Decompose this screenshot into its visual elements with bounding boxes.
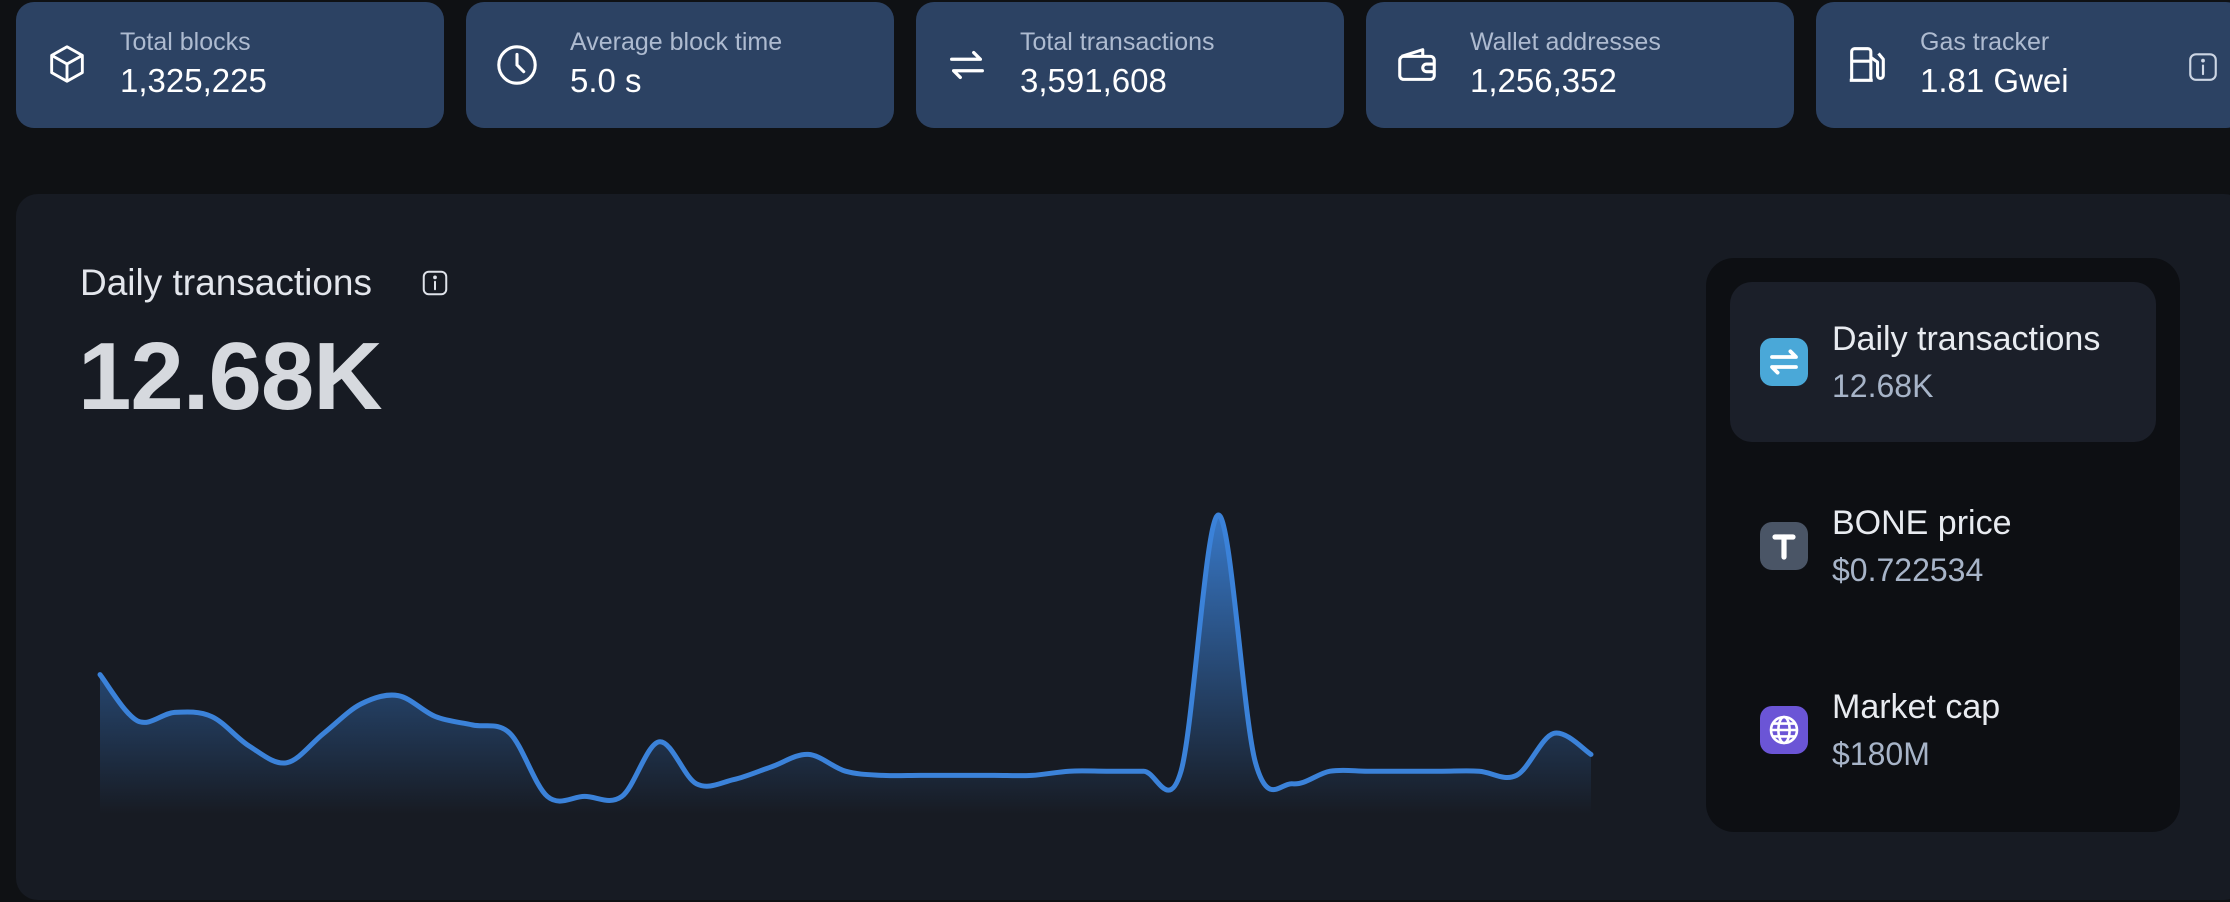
swap-arrows-icon — [950, 50, 984, 80]
metric-label: BONE price — [1832, 504, 2012, 542]
stat-value: 5.0 s — [570, 62, 642, 99]
stat-value: 1,256,352 — [1470, 62, 1617, 99]
chart-area-fill — [100, 514, 1591, 814]
stat-value: 1,325,225 — [120, 62, 267, 99]
cube-icon — [50, 45, 84, 83]
metric-item-market-cap[interactable]: Market cap $180M — [1730, 650, 2156, 810]
stat-label: Total blocks — [120, 28, 251, 56]
wallet-icon — [1398, 48, 1436, 81]
metric-label: Daily transactions — [1832, 320, 2101, 358]
stat-value: 1.81 Gwei — [1920, 62, 2069, 99]
stat-value: 3,591,608 — [1020, 62, 1167, 99]
daily-transactions-chart[interactable] — [16, 194, 1666, 900]
stat-wallet-addresses: Wallet addresses 1,256,352 — [1366, 2, 1794, 128]
stat-total-transactions: Total transactions 3,591,608 — [916, 2, 1344, 128]
stats-bar: Total blocks 1,325,225 Average block tim… — [16, 2, 2230, 130]
globe-icon — [1760, 706, 1808, 754]
chart-series-line — [97, 512, 1594, 804]
stat-label: Gas tracker — [1920, 28, 2050, 56]
clock-icon — [497, 45, 537, 85]
daily-transactions-panel: Daily transactions 12.68K Daily transact… — [16, 194, 2230, 900]
metric-value: $180M — [1832, 736, 1930, 772]
metric-selector: Daily transactions 12.68K BONE price $0.… — [1706, 258, 2180, 832]
stat-average-block-time: Average block time 5.0 s — [466, 2, 894, 128]
gas-pump-icon — [1849, 47, 1885, 82]
metric-value: 12.68K — [1832, 368, 1934, 404]
stat-label: Wallet addresses — [1470, 28, 1661, 56]
stat-label: Total transactions — [1020, 28, 1215, 56]
stat-gas-tracker: Gas tracker 1.81 Gwei — [1816, 2, 2230, 128]
info-icon[interactable] — [420, 268, 450, 298]
bone-token-icon — [1760, 522, 1808, 570]
stat-total-blocks: Total blocks 1,325,225 — [16, 2, 444, 128]
chart-title: Daily transactions — [80, 262, 373, 303]
metric-item-bone-price[interactable]: BONE price $0.722534 — [1730, 466, 2156, 626]
info-icon[interactable] — [2186, 50, 2220, 84]
chart-big-value: 12.68K — [78, 323, 383, 430]
stat-label: Average block time — [570, 28, 783, 56]
metric-value: $0.722534 — [1832, 552, 1984, 588]
swap-arrows-icon — [1760, 338, 1808, 386]
metric-label: Market cap — [1832, 688, 2001, 726]
metric-item-daily-transactions[interactable]: Daily transactions 12.68K — [1730, 282, 2156, 442]
